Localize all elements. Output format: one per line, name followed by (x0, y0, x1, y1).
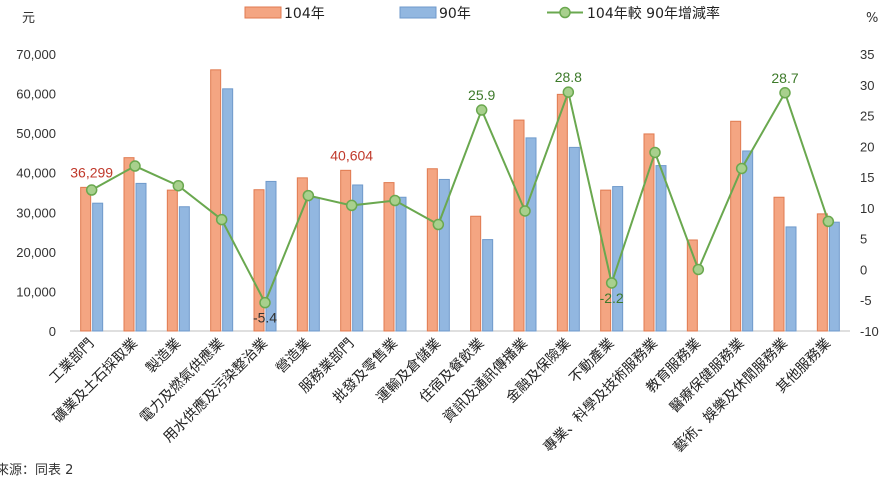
y-right-tick-label: -10 (860, 324, 879, 339)
y-left-tick-label: 40,000 (16, 166, 56, 181)
bar-90 (438, 178, 450, 332)
rate-point (562, 86, 575, 98)
data-label: 40,604 (330, 147, 373, 163)
rate-point (215, 213, 228, 226)
bar-90 (352, 184, 364, 332)
bar-90 (265, 180, 277, 332)
y-left-ticks: 0 10,000 20,000 30,000 40,000 50,000 60,000 70,… (16, 47, 56, 339)
bar-104 (686, 239, 698, 332)
bar-104 (340, 169, 352, 332)
data-label: 36,299 (70, 164, 113, 180)
y-right-tick-label: 5 (860, 232, 867, 247)
bar-104 (383, 182, 395, 332)
rate-point (172, 179, 185, 192)
legend: 104年 90年 104年較 90年增減率 (244, 5, 720, 22)
data-label: 25.9 (468, 87, 495, 103)
rate-point (85, 184, 98, 196)
bar-90 (612, 186, 624, 332)
data-label: -2.2 (600, 290, 624, 306)
bar-104 (426, 168, 438, 332)
rate-point (302, 189, 315, 202)
y-right-tick-label: 25 (860, 109, 874, 124)
bar-104 (123, 157, 135, 332)
bar-90 (785, 226, 797, 332)
rate-point (259, 296, 271, 309)
rate-point (605, 277, 618, 289)
legend-swatch-104 (244, 6, 282, 19)
legend-label-90: 90年 (439, 6, 471, 22)
rate-point (692, 263, 705, 276)
rate-point (432, 218, 445, 231)
bar-104 (210, 69, 222, 332)
rate-point (822, 215, 835, 228)
rate-point (129, 160, 141, 172)
category-label: 製造業 (143, 336, 184, 377)
rate-point (475, 104, 488, 116)
bar-104 (773, 196, 785, 332)
y-right-tick-label: 10 (860, 201, 874, 216)
y-right-tick-label: 20 (860, 139, 874, 154)
rate-point (735, 162, 748, 175)
source-note: 來源：同表 2 (0, 463, 73, 477)
y-right-ticks: -10 -5 0 5 10 15 20 25 30 35 (860, 47, 879, 339)
bar-104 (296, 177, 308, 332)
bar-104 (253, 189, 265, 332)
bar-90 (568, 146, 580, 332)
y-left-tick-label: 0 (49, 324, 56, 339)
data-label: 28.7 (771, 70, 798, 86)
bar-104 (80, 186, 92, 332)
y-left-tick-label: 60,000 (16, 87, 56, 102)
bar-90 (482, 239, 494, 332)
y-left-tick-label: 70,000 (16, 47, 56, 62)
bar-90 (395, 196, 407, 332)
y-right-tick-label: 15 (860, 170, 874, 185)
data-label: -5.4 (253, 310, 277, 326)
bar-104 (730, 120, 742, 332)
bar-104 (643, 133, 655, 332)
rate-point (519, 205, 531, 217)
legend-marker-rate (559, 6, 571, 19)
bar-90 (178, 206, 190, 332)
y-right-tick-label: 30 (860, 78, 874, 93)
y-right-tick-label: -5 (860, 293, 872, 308)
rate-line-path (91, 88, 830, 306)
bar-104 (513, 119, 525, 332)
y-left-tick-label: 10,000 (16, 284, 56, 299)
y-left-tick-label: 20,000 (16, 245, 56, 260)
bar-90 (828, 221, 840, 332)
axes: 元 % (22, 11, 878, 332)
bar-90 (742, 150, 754, 332)
y-left-unit: 元 (22, 11, 35, 26)
y-right-tick-label: 35 (860, 47, 874, 62)
bar-104 (556, 93, 568, 332)
bar-90 (308, 197, 320, 332)
legend-swatch-90 (399, 6, 437, 19)
bar-90 (92, 202, 104, 332)
data-label: 28.8 (555, 69, 582, 85)
bar-104 (816, 213, 828, 332)
y-left-tick-label: 50,000 (16, 126, 56, 141)
bar-104 (166, 189, 178, 332)
bar-90 (655, 165, 667, 332)
bar-104 (470, 215, 482, 332)
legend-label-104: 104年 (284, 6, 325, 22)
bars (80, 69, 840, 332)
rate-point (649, 146, 661, 159)
rate-point (779, 87, 791, 99)
bar-90 (135, 182, 147, 332)
bar-90 (222, 88, 234, 332)
annotations: 36,299 40,604 -5.4 25.9 28.8 -2.2 28.7 (70, 69, 799, 326)
rate-point (345, 199, 358, 212)
y-left-tick-label: 30,000 (16, 205, 56, 220)
rate-line (85, 86, 835, 309)
bar-90 (525, 137, 537, 332)
category-label: 營造業 (273, 336, 314, 377)
y-right-unit: % (866, 11, 878, 26)
rate-point (389, 194, 401, 207)
y-right-tick-label: 0 (860, 262, 867, 277)
category-label: 醫療保健服務業 (666, 335, 747, 416)
legend-label-rate: 104年較 90年增減率 (587, 5, 720, 22)
